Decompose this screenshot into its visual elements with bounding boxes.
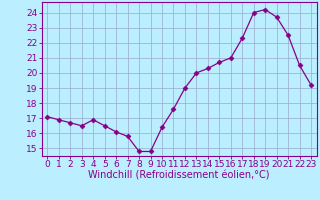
X-axis label: Windchill (Refroidissement éolien,°C): Windchill (Refroidissement éolien,°C) xyxy=(88,171,270,181)
